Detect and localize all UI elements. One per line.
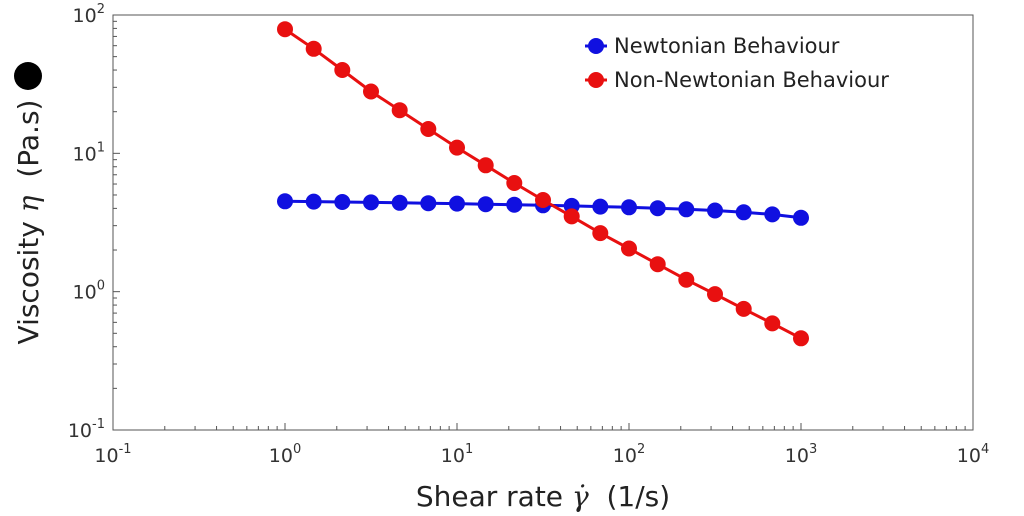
data-point-non-newtonian-behaviour [363, 83, 379, 100]
x-tick-label-exp: 0 [293, 442, 301, 457]
series-layer [277, 21, 809, 347]
viscosity-symbol: η [12, 195, 45, 212]
data-point-newtonian-behaviour [420, 195, 437, 212]
data-point-non-newtonian-behaviour [592, 225, 609, 242]
data-point-newtonian-behaviour [334, 194, 351, 210]
x-tick-label: 10-1 [94, 442, 131, 467]
x-axis-ticks: 10-1 100 101 102 103 104 [94, 423, 989, 467]
data-point-non-newtonian-behaviour [535, 192, 551, 208]
x-tick-label: 102 [613, 442, 645, 467]
y-tick-label: 10-1 [68, 417, 105, 442]
y-tick-label-base: 10 [73, 282, 97, 304]
data-point-non-newtonian-behaviour [793, 330, 809, 347]
legend-label-non-newtonian: Non-Newtonian Behaviour [614, 68, 889, 92]
x-tick-label: 101 [441, 442, 473, 467]
data-point-non-newtonian-behaviour [305, 40, 322, 57]
x-axis-unit: (1/s) [589, 480, 670, 513]
y-tick-label-exp: 2 [97, 2, 105, 17]
shear-rate-symbol: γ̇ [572, 480, 589, 513]
y-axis-title-group: Viscosity η (Pa.s) [12, 62, 45, 344]
data-point-newtonian-behaviour [506, 196, 523, 213]
legend-marker-non-newtonian [588, 72, 604, 88]
x-tick-label-exp: -1 [119, 442, 132, 457]
data-point-newtonian-behaviour [305, 193, 322, 210]
x-tick-label-base: 10 [441, 445, 465, 467]
data-point-non-newtonian-behaviour [621, 240, 637, 257]
x-tick-label-exp: 3 [809, 442, 817, 457]
x-tick-label-base: 10 [957, 445, 981, 467]
legend-marker-newtonian [588, 38, 604, 54]
data-point-newtonian-behaviour [449, 195, 465, 212]
y-tick-label-exp: 0 [97, 279, 105, 294]
y-tick-label: 100 [73, 279, 105, 304]
y-tick-label-exp: 1 [97, 140, 105, 155]
x-axis-title: Shear rate γ̇ (1/s) [416, 480, 670, 513]
data-point-newtonian-behaviour [621, 199, 637, 216]
data-point-non-newtonian-behaviour [707, 286, 723, 303]
data-point-newtonian-behaviour [477, 196, 494, 213]
data-point-newtonian-behaviour [793, 209, 809, 226]
data-point-newtonian-behaviour [277, 193, 293, 210]
x-tick-label: 103 [785, 442, 817, 467]
y-axis-title-marker [14, 62, 42, 90]
data-point-non-newtonian-behaviour [391, 102, 408, 119]
x-tick-label-base: 10 [613, 445, 637, 467]
data-point-newtonian-behaviour [391, 194, 408, 211]
y-tick-label: 101 [73, 140, 105, 165]
data-point-non-newtonian-behaviour [563, 208, 580, 225]
data-point-non-newtonian-behaviour [334, 62, 351, 78]
data-point-newtonian-behaviour [649, 200, 666, 217]
x-axis-title-text: Shear rate [416, 480, 572, 513]
data-point-newtonian-behaviour [592, 198, 609, 215]
y-tick-label-base: 10 [73, 5, 97, 27]
data-point-non-newtonian-behaviour [277, 21, 293, 38]
data-point-newtonian-behaviour [707, 202, 723, 219]
x-tick-label-exp: 2 [637, 442, 645, 457]
data-point-newtonian-behaviour [764, 206, 781, 223]
x-tick-label: 104 [957, 442, 989, 467]
x-tick-label-base: 10 [785, 445, 809, 467]
data-point-non-newtonian-behaviour [649, 256, 666, 273]
x-tick-label-exp: 4 [981, 442, 989, 457]
data-point-non-newtonian-behaviour [735, 300, 752, 317]
data-point-newtonian-behaviour [363, 194, 379, 211]
data-point-newtonian-behaviour [735, 204, 752, 221]
plot-frame [112, 14, 974, 431]
x-tick-label-base: 10 [269, 445, 293, 467]
x-tick-label-base: 10 [94, 445, 118, 467]
data-point-non-newtonian-behaviour [449, 139, 465, 156]
data-point-non-newtonian-behaviour [678, 271, 695, 288]
x-tick-label-exp: 1 [465, 442, 473, 457]
y-tick-label-exp: -1 [92, 417, 105, 432]
data-point-newtonian-behaviour [678, 201, 695, 218]
x-tick-label: 100 [269, 442, 301, 467]
data-point-non-newtonian-behaviour [506, 175, 523, 191]
legend: Newtonian Behaviour Non-Newtonian Behavi… [585, 34, 889, 92]
y-tick-label-base: 10 [68, 420, 92, 442]
y-axis-title: Viscosity η (Pa.s) [12, 100, 45, 345]
y-axis-unit: (Pa.s) [12, 100, 45, 196]
data-point-non-newtonian-behaviour [420, 121, 437, 137]
y-tick-label: 102 [73, 2, 105, 27]
data-point-non-newtonian-behaviour [477, 157, 494, 174]
y-axis-title-text: Viscosity [12, 212, 45, 344]
legend-label-newtonian: Newtonian Behaviour [614, 34, 840, 58]
data-point-non-newtonian-behaviour [764, 315, 781, 332]
y-tick-label-base: 10 [73, 143, 97, 165]
